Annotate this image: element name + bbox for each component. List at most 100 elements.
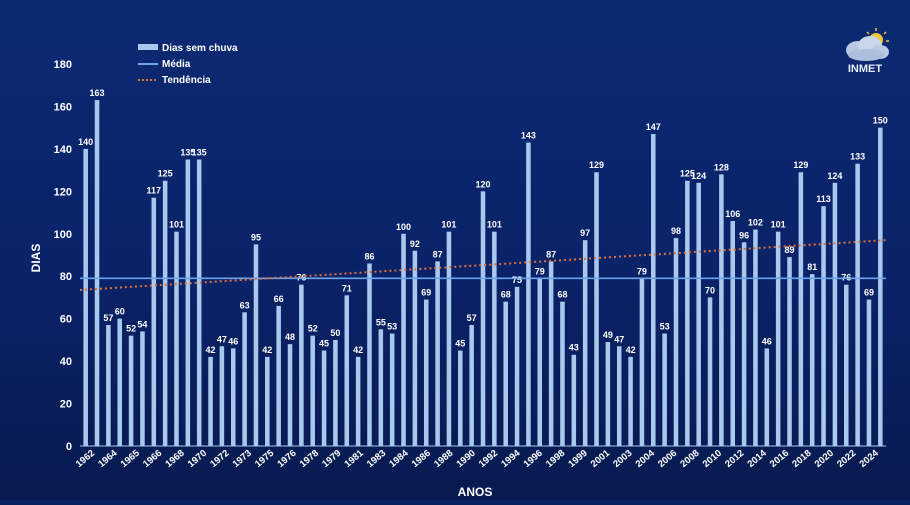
bar-68	[844, 284, 849, 446]
data-label: 150	[873, 116, 888, 126]
data-label: 66	[274, 294, 284, 304]
y-tick-label: 120	[54, 186, 72, 198]
bar-21	[310, 335, 315, 446]
bar-9	[174, 231, 179, 446]
data-label: 71	[342, 283, 352, 293]
data-label: 53	[660, 322, 670, 332]
data-label: 86	[364, 251, 374, 261]
data-label: 47	[614, 334, 624, 344]
bar-66	[821, 206, 826, 446]
legend-label-trend: Tendência	[162, 75, 211, 86]
bar-7	[151, 197, 157, 446]
data-label: 135	[192, 148, 207, 158]
bar-25	[355, 356, 361, 446]
y-tick-label: 80	[60, 271, 72, 283]
data-label: 125	[680, 169, 695, 179]
lines-layer	[79, 239, 887, 292]
data-label: 52	[308, 324, 318, 334]
data-label: 92	[410, 239, 420, 249]
bar-61	[764, 348, 770, 446]
bar-10	[185, 159, 191, 446]
bars-layer	[83, 100, 883, 447]
y-tick-label: 180	[54, 59, 72, 71]
data-label: 52	[126, 324, 136, 334]
bar-8	[162, 180, 168, 446]
bar-28	[389, 333, 395, 446]
data-label: 100	[396, 222, 411, 232]
bar-47	[605, 342, 611, 446]
y-tick-label: 60	[60, 314, 72, 326]
data-label: 102	[748, 218, 763, 228]
bar-55	[696, 182, 701, 446]
data-label: 143	[521, 131, 536, 141]
bar-32	[435, 261, 440, 446]
data-label: 79	[535, 266, 545, 276]
y-axis-label: DIAS	[29, 244, 43, 273]
data-label: 95	[251, 232, 261, 242]
bar-41	[537, 278, 543, 446]
bar-17	[265, 356, 270, 446]
bar-40	[526, 142, 531, 446]
bar-33	[446, 231, 452, 446]
bar-48	[616, 346, 622, 446]
bar-34	[458, 350, 463, 446]
bar-37	[492, 231, 497, 446]
bar-62	[775, 231, 781, 446]
bar-27	[378, 329, 384, 446]
data-label: 101	[169, 220, 184, 230]
data-label: 87	[546, 249, 556, 259]
bar-60	[753, 229, 758, 446]
data-label: 106	[725, 209, 740, 219]
data-label: 129	[793, 160, 808, 170]
data-label: 42	[206, 345, 216, 355]
bar-5	[128, 335, 134, 446]
bar-13	[219, 346, 225, 446]
data-label: 96	[739, 230, 749, 240]
data-label: 133	[850, 152, 865, 162]
bar-53	[673, 238, 679, 446]
data-label: 97	[580, 228, 590, 238]
bar-54	[685, 180, 690, 446]
bar-26	[367, 263, 372, 446]
data-label: 47	[217, 334, 227, 344]
logo-text: INMET	[848, 63, 883, 75]
data-label: 45	[455, 339, 465, 349]
data-label: 135	[180, 148, 195, 158]
y-tick-label: 140	[54, 144, 72, 156]
data-label: 101	[487, 220, 502, 230]
legend: Dias sem chuva Média Tendência	[138, 43, 238, 86]
bar-20	[299, 284, 304, 446]
bar-45	[582, 240, 588, 446]
bar-57	[719, 174, 724, 447]
y-tick-label: 100	[54, 229, 72, 241]
cloud-sun-icon	[846, 28, 889, 61]
bar-19	[287, 344, 293, 446]
bar-29	[401, 233, 406, 446]
legend-label-mean: Média	[162, 59, 191, 70]
data-label: 124	[827, 171, 842, 181]
data-label: 55	[376, 317, 386, 327]
bar-38	[503, 301, 508, 446]
bar-16	[253, 244, 259, 446]
bar-12	[208, 356, 213, 446]
data-label: 128	[714, 162, 729, 172]
data-label: 43	[569, 343, 579, 353]
data-label: 46	[228, 336, 238, 346]
data-label: 124	[691, 171, 706, 181]
bar-67	[832, 182, 838, 446]
data-label: 129	[589, 160, 604, 170]
data-label: 68	[557, 290, 567, 300]
bar-39	[514, 286, 520, 446]
bar-64	[798, 172, 804, 447]
bar-63	[787, 257, 792, 446]
bar-59	[741, 242, 747, 446]
data-label: 113	[816, 194, 831, 204]
data-label: 69	[421, 288, 431, 298]
data-label: 79	[637, 266, 647, 276]
bar-70	[866, 299, 872, 446]
bar-2	[94, 100, 100, 446]
